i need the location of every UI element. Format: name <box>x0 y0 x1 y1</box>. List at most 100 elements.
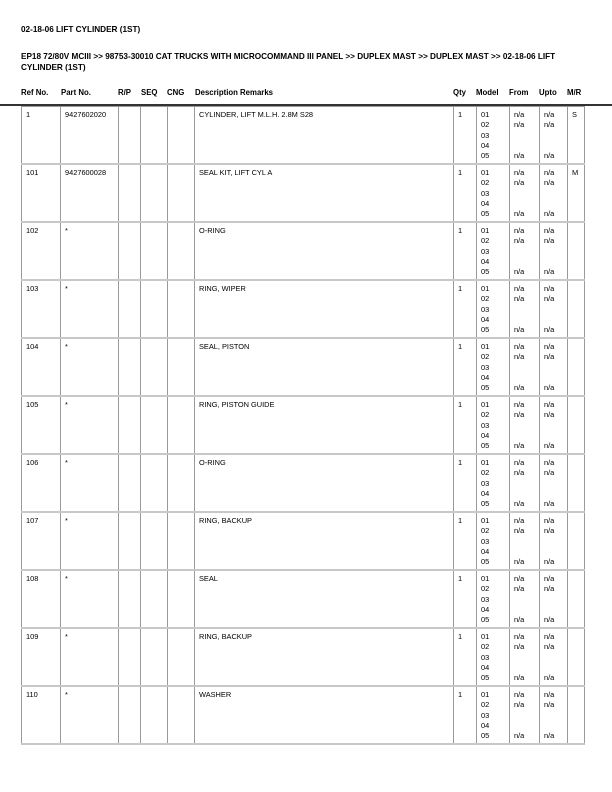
description-cell: O-RING <box>194 221 454 281</box>
upto-cell-line: n/a <box>544 226 555 235</box>
table-row[interactable]: 105 * RING, PISTON GUIDE 1 01 02 03 04 05 n/a n/a n… <box>21 395 585 455</box>
model-cell-line: 03 <box>481 710 490 720</box>
table-row[interactable]: 110 * WASHER 1 01 02 03 04 05 n/a n/a n/a n/a n/a n/a <box>21 685 585 745</box>
upto-cell-line: n/a <box>544 499 555 509</box>
header-model: Model <box>476 88 499 97</box>
description-cell: RING, PISTON GUIDE <box>194 395 454 455</box>
table-row[interactable]: 102 * O-RING 1 01 02 03 04 05 n/a n/a n/a n/a n/a n/a <box>21 221 585 281</box>
description-cell: WASHER <box>194 685 454 745</box>
header-from: From <box>509 88 529 97</box>
cng-cell <box>167 453 195 513</box>
from-cell: n/a n/a n/a <box>509 627 540 687</box>
table-row[interactable]: 109 * RING, BACKUP 1 01 02 03 04 05 n/a n/a n/a n/a n… <box>21 627 585 687</box>
from-cell-line <box>514 247 535 257</box>
rp-cell <box>118 395 141 455</box>
upto-cell-line: n/a <box>544 700 555 710</box>
qty-cell: 1 <box>453 685 477 745</box>
upto-cell-line <box>544 141 563 151</box>
from-cell-line <box>514 421 535 431</box>
from-cell-line: n/a <box>514 110 525 119</box>
model-cell-line: 01 <box>481 226 490 235</box>
description-cell: RING, WIPER <box>194 279 454 339</box>
header-seq: SEQ <box>141 88 158 97</box>
model-cell-line: 02 <box>481 584 490 594</box>
upto-cell-line: n/a <box>544 284 555 293</box>
upto-cell-line <box>544 721 563 731</box>
model-cell-line: 05 <box>481 267 490 277</box>
from-cell-line: n/a <box>514 499 525 509</box>
seq-cell <box>140 453 168 513</box>
cng-cell <box>167 685 195 745</box>
model-cell-line: 01 <box>481 342 490 351</box>
rp-cell <box>118 337 141 397</box>
model-cell-line: 03 <box>481 420 490 430</box>
model-cell-line: 02 <box>481 642 490 652</box>
upto-cell-line: n/a <box>544 557 555 567</box>
upto-cell: n/a n/a n/a <box>539 279 568 339</box>
model-cell-line: 02 <box>481 700 490 710</box>
table-row[interactable]: 108 * SEAL 1 01 02 03 04 05 n/a n/a n/a n/a n/a n/a <box>21 569 585 629</box>
upto-cell-line <box>544 595 563 605</box>
ref-cell: 101 <box>21 163 61 223</box>
parts-table: 1 9427602020 CYLINDER, LIFT M.L.H. 2.8M S2… <box>21 106 585 745</box>
upto-cell-line: n/a <box>544 209 555 219</box>
table-row[interactable]: 1 9427602020 CYLINDER, LIFT M.L.H. 2.8M S2… <box>21 106 585 165</box>
header-cng: CNG <box>167 88 185 97</box>
qty-cell: 1 <box>453 453 477 513</box>
from-cell-line: n/a <box>514 441 525 451</box>
upto-cell-line <box>544 711 563 721</box>
rp-cell <box>118 453 141 513</box>
model-cell-line: 05 <box>481 499 490 509</box>
upto-cell-line <box>544 537 563 547</box>
ref-cell: 103 <box>21 279 61 339</box>
rp-cell <box>118 685 141 745</box>
header-upto: Upto <box>539 88 557 97</box>
from-cell-line <box>514 131 535 141</box>
upto-cell-line <box>544 605 563 615</box>
from-cell-line <box>514 595 535 605</box>
model-cell-line: 03 <box>481 188 490 198</box>
upto-cell-line <box>544 489 563 499</box>
upto-cell-line: n/a <box>544 468 555 478</box>
model-cell-line: 05 <box>481 615 490 625</box>
table-row[interactable]: 107 * RING, BACKUP 1 01 02 03 04 05 n/a n/a n/a n/a n… <box>21 511 585 571</box>
upto-cell-line: n/a <box>544 516 555 525</box>
mr-cell <box>567 569 585 629</box>
from-cell-line: n/a <box>514 458 525 467</box>
cng-cell <box>167 395 195 455</box>
from-cell: n/a n/a n/a <box>509 511 540 571</box>
from-cell-line <box>514 711 535 721</box>
table-row[interactable]: 104 * SEAL, PISTON 1 01 02 03 04 05 n/a n/a n/a n/a n… <box>21 337 585 397</box>
model-cell-line: 03 <box>481 536 490 546</box>
mr-cell: M <box>567 163 585 223</box>
from-cell-line: n/a <box>514 642 525 652</box>
table-row[interactable]: 103 * RING, WIPER 1 01 02 03 04 05 n/a n/a n/a n/a n/… <box>21 279 585 339</box>
from-cell-line <box>514 315 535 325</box>
from-cell: n/a n/a n/a <box>509 279 540 339</box>
cng-cell <box>167 221 195 281</box>
from-cell-line: n/a <box>514 294 525 304</box>
upto-cell-line: n/a <box>544 642 555 652</box>
rp-cell <box>118 627 141 687</box>
model-cell-line: 05 <box>481 383 490 393</box>
upto-cell-line: n/a <box>544 294 555 304</box>
model-cell-line: 04 <box>481 720 490 730</box>
upto-cell-line: n/a <box>544 267 555 277</box>
header-qty: Qty <box>453 88 466 97</box>
model-cell-line: 04 <box>481 198 490 208</box>
from-cell-line: n/a <box>514 236 525 246</box>
model-cell-line: 02 <box>481 526 490 536</box>
upto-cell-line <box>544 363 563 373</box>
upto-cell: n/a n/a n/a <box>539 453 568 513</box>
table-row[interactable]: 101 9427600028 SEAL KIT, LIFT CYL A 1 01 02 03… <box>21 163 585 223</box>
model-cell-line: 02 <box>481 468 490 478</box>
model-cell-line: 03 <box>481 478 490 488</box>
rp-cell <box>118 163 141 223</box>
upto-cell: n/a n/a n/a <box>539 337 568 397</box>
from-cell: n/a n/a n/a <box>509 685 540 745</box>
model-cell-line: 01 <box>481 690 490 699</box>
table-row[interactable]: 106 * O-RING 1 01 02 03 04 05 n/a n/a n/a n/a n/a n/a <box>21 453 585 513</box>
from-cell-line <box>514 363 535 373</box>
from-cell-line: n/a <box>514 267 525 277</box>
model-cell-line: 04 <box>481 430 490 440</box>
